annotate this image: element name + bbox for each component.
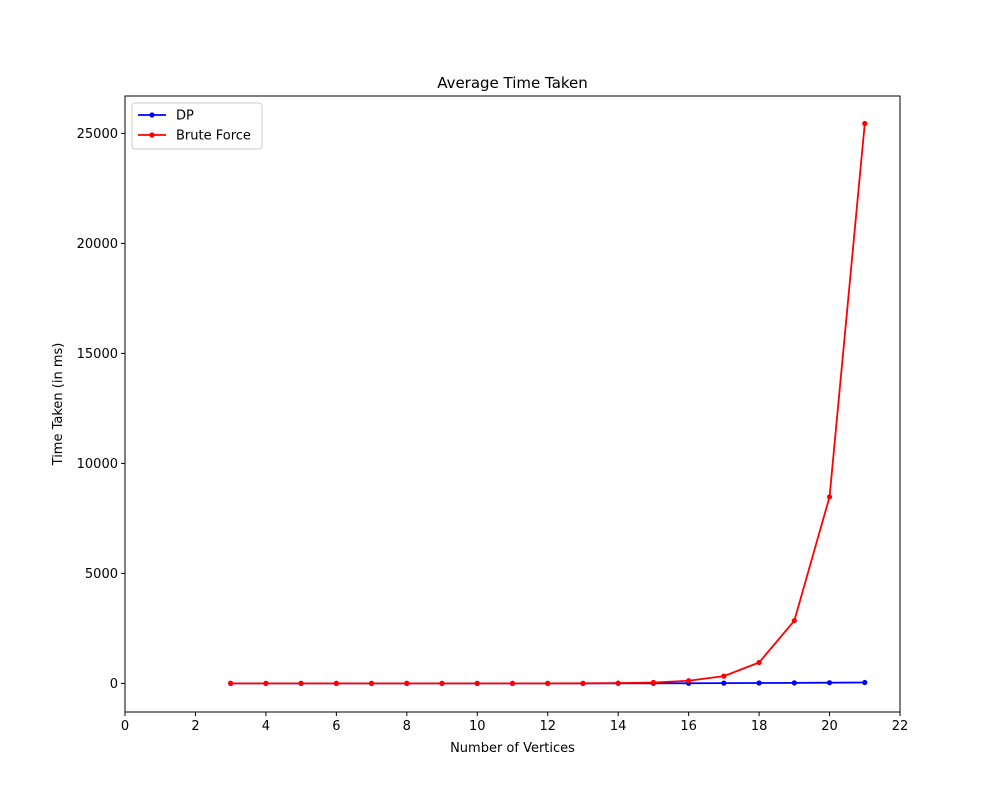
x-tick-label: 8 [403,719,411,734]
chart-title: Average Time Taken [437,74,588,92]
x-tick-label: 2 [191,719,199,734]
legend-label-dp: DP [176,109,194,124]
y-tick-label: 0 [110,677,118,692]
data-point-brute-force [826,494,833,500]
legend-marker-brute-force [149,132,155,138]
x-tick-label: 18 [751,719,768,734]
data-point-brute-force [686,678,692,684]
y-axis-label: Time Taken (in ms) [51,343,66,467]
y-tick-label: 15000 [77,347,118,362]
x-axis-ticks: 0 2 4 6 8 10 12 14 16 18 20 22 [121,712,908,734]
legend-entry-dp: DP [138,109,194,124]
y-axis-ticks: 0 5000 10000 15000 20000 25000 [77,127,125,692]
x-tick-label: 0 [121,719,129,734]
y-tick-label: 25000 [77,127,118,142]
data-point-brute-force [615,680,621,686]
data-point-dp [862,679,868,686]
plot-frame [124,95,901,713]
x-tick-label: 22 [892,719,909,734]
data-point-dp [721,680,727,686]
data-point-brute-force [756,659,762,666]
data-point-brute-force [333,680,339,687]
plot-area [228,120,868,687]
x-axis-label: Number of Vertices [450,741,575,756]
data-point-brute-force [721,673,727,679]
data-point-brute-force [368,680,375,687]
data-point-brute-force [263,680,269,687]
legend-label-brute-force: Brute Force [176,129,251,144]
data-point-brute-force [474,680,480,686]
y-tick-label: 20000 [77,237,118,252]
x-tick-label: 12 [539,719,556,734]
data-point-brute-force [404,680,410,687]
x-tick-label: 6 [332,719,340,734]
legend-marker-dp [149,112,155,118]
data-point-brute-force [509,680,516,686]
x-tick-label: 16 [680,719,697,734]
data-point-brute-force [791,618,797,624]
data-point-brute-force [862,120,868,127]
data-point-brute-force [545,680,551,686]
y-tick-label: 5000 [85,567,118,582]
data-point-dp [826,680,833,686]
data-point-dp [756,680,762,686]
data-point-brute-force [650,679,657,686]
x-tick-label: 4 [262,719,270,734]
y-tick-label: 10000 [77,457,118,472]
data-point-dp [791,680,797,686]
data-point-brute-force [298,680,304,687]
data-point-brute-force [439,680,445,687]
legend-entry-brute-force: Brute Force [138,129,251,144]
data-point-brute-force [228,680,234,687]
data-point-brute-force [580,680,586,686]
x-tick-label: 10 [469,719,486,734]
legend: DP Brute Force [131,102,263,150]
x-tick-label: 20 [821,719,838,734]
x-tick-label: 14 [610,719,627,734]
